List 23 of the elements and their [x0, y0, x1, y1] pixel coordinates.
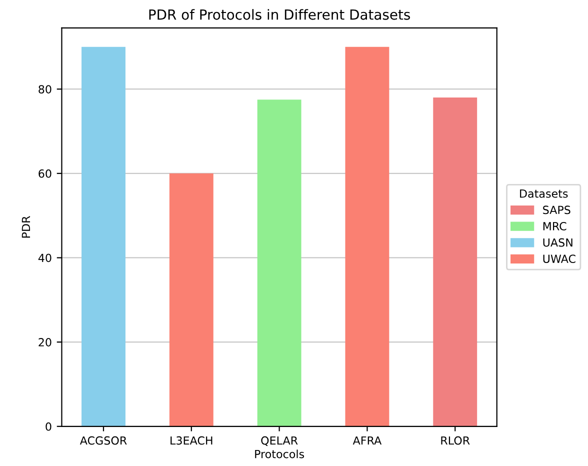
x-tick-label: L3EACH: [170, 436, 212, 445]
y-tick-label: 40: [38, 254, 52, 262]
bar: [257, 100, 302, 426]
y-tick-label: 0: [46, 422, 52, 431]
y-tick-label: 20: [38, 338, 52, 346]
bar: [345, 46, 390, 426]
y-axis-title: PDR: [22, 216, 30, 238]
bar: [433, 98, 478, 426]
legend-title: Datasets: [520, 190, 568, 198]
x-tick-label: QELAR: [261, 436, 298, 446]
x-axis-title: Protocols: [255, 450, 304, 458]
x-tick-label: ACGSOR: [80, 436, 127, 445]
legend-label: MRC: [543, 222, 566, 230]
x-tick-label: AFRA: [352, 436, 382, 445]
legend-label: UWAC: [543, 254, 576, 264]
chart-title: PDR of Protocols in Different Datasets: [149, 9, 410, 20]
bar: [169, 173, 214, 426]
y-tick-label: 80: [38, 85, 52, 94]
x-tick-label: RLOR: [441, 436, 470, 445]
legend-label: SAPS: [543, 206, 570, 214]
legend-label: UASN: [543, 238, 572, 247]
y-tick-label: 60: [38, 169, 52, 178]
bar: [82, 46, 126, 426]
